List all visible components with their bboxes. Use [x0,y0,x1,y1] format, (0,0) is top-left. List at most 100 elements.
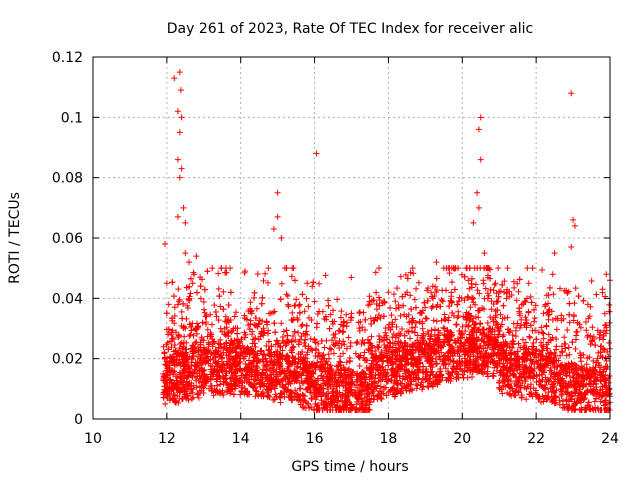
roti-point [475,314,482,321]
roti-point [381,299,388,306]
roti-point [488,306,495,313]
roti-point [401,340,408,347]
roti-point [285,301,292,308]
roti-point [459,331,466,338]
roti-point [252,315,259,322]
roti-point [337,366,344,373]
roti-point [374,362,381,369]
roti-point [460,343,467,350]
roti-point [357,352,364,359]
roti-point [214,376,221,383]
roti-point [290,265,297,272]
roti-point [592,342,599,349]
roti-point [546,284,553,291]
roti-point [514,361,521,368]
roti-point [564,326,571,333]
roti-point [348,274,355,281]
roti-point [285,358,292,365]
roti-point [225,384,232,391]
roti-point [192,326,199,333]
roti-point [500,332,507,339]
roti-point [162,361,169,368]
roti-point [211,302,218,309]
roti-point [456,353,463,360]
roti-point [544,345,551,352]
roti-point [559,349,566,356]
roti-point [506,357,513,364]
roti-point [470,352,477,359]
roti-point [528,299,535,306]
roti-point [467,304,474,311]
roti-point [198,372,205,379]
roti-point [515,340,522,347]
roti-point [272,383,279,390]
roti-point [538,352,545,359]
roti-point [392,298,399,305]
roti-point [248,347,255,354]
roti-point [221,364,228,371]
roti-point [529,351,536,358]
roti-point [415,339,422,346]
roti-point [599,383,606,390]
roti-point [321,380,328,387]
roti-point [249,369,256,376]
roti-point [338,380,345,387]
roti-point [483,350,490,357]
roti-point [296,310,303,317]
roti-point [426,375,433,382]
roti-point [505,381,512,388]
roti-point [447,371,454,378]
roti-point [404,275,411,282]
roti-point [433,275,440,282]
roti-point [486,325,493,332]
roti-point [580,396,587,403]
roti-point [389,366,396,373]
roti-point [235,340,242,347]
roti-point [375,378,382,385]
roti-point [387,359,394,366]
roti-point [413,381,420,388]
roti-point [468,284,475,291]
roti-point [500,343,507,350]
roti-point [273,373,280,380]
roti-point [367,367,374,374]
roti-point [201,309,208,316]
roti-point [520,371,527,378]
roti-point [197,341,204,348]
roti-point [333,378,340,385]
roti-point [295,329,302,336]
roti-point [314,320,321,327]
roti-point [279,378,286,385]
roti-point [291,277,298,284]
roti-point [298,378,305,385]
roti-point [545,308,552,315]
roti-point [343,345,350,352]
roti-point [435,327,442,334]
roti-point [237,366,244,373]
roti-point [541,361,548,368]
roti-point [203,313,210,320]
roti-point [312,352,319,359]
roti-point [329,399,336,406]
roti-point [445,314,452,321]
roti-point [500,351,507,358]
roti-point [516,312,523,319]
roti-point [252,387,259,394]
roti-point [346,358,353,365]
roti-point [605,386,612,393]
roti-point [322,368,329,375]
roti-point [217,303,224,310]
roti-point [403,387,410,394]
roti-point [297,392,304,399]
roti-point [412,375,419,382]
roti-point [543,323,550,330]
roti-point [303,295,310,302]
roti-point [250,357,257,364]
roti-point [316,308,323,315]
roti-point [420,383,427,390]
roti-point [188,372,195,379]
roti-point [195,394,202,401]
roti-point [359,324,366,331]
roti-point [429,381,436,388]
roti-point [433,347,440,354]
